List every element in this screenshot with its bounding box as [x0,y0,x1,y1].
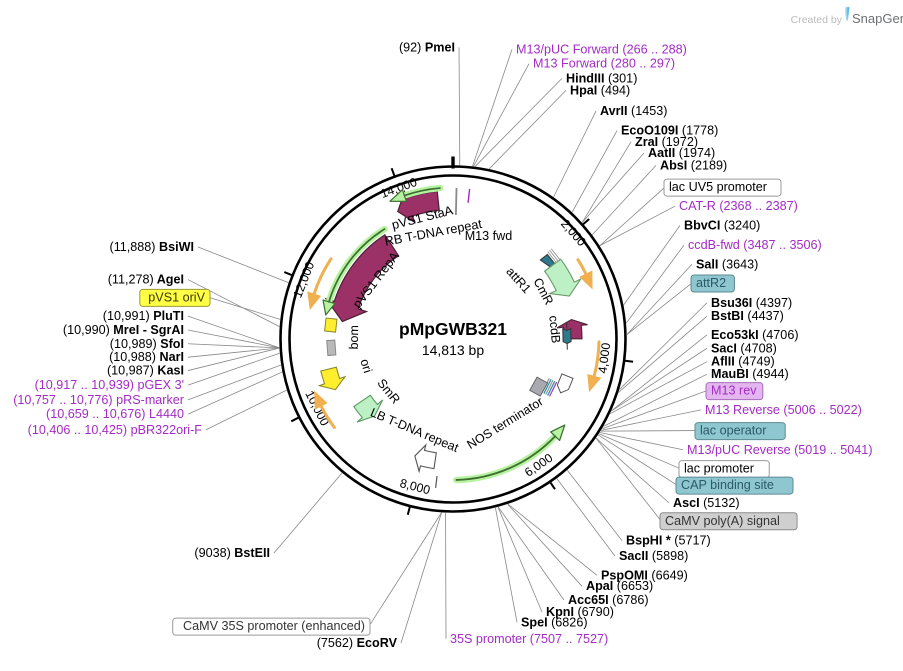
svg-text:35S promoter (7507 .. 7527): 35S promoter (7507 .. 7527) [450,632,608,646]
svg-text:(10,987) KasI: (10,987) KasI [107,364,184,378]
svg-text:CaMV poly(A) signal: CaMV poly(A) signal [665,514,780,528]
svg-text:ori: ori [357,357,374,374]
svg-text:M13 Forward (280 .. 297): M13 Forward (280 .. 297) [533,57,675,71]
svg-text:(11,278) AgeI: (11,278) AgeI [108,273,184,287]
svg-text:SpeI (6826): SpeI (6826) [521,615,588,629]
svg-text:CAP binding site: CAP binding site [681,478,774,492]
svg-text:CAT-R (2368 .. 2387): CAT-R (2368 .. 2387) [679,199,798,213]
svg-text:Bsu36I (4397): Bsu36I (4397) [711,296,792,310]
svg-text:bom: bom [347,325,361,350]
svg-text:(7562) EcoRV: (7562) EcoRV [317,636,398,650]
svg-text:LB T-DNA repeat: LB T-DNA repeat [368,405,461,455]
svg-text:2,000: 2,000 [558,217,589,249]
svg-text:(10,406 .. 10,425) pBR322ori-: (10,406 .. 10,425) pBR322ori-F [28,423,203,437]
svg-text:ApaI (6653): ApaI (6653) [586,579,653,593]
svg-text:(10,990) MreI - SgrAI: (10,990) MreI - SgrAI [63,323,184,337]
svg-text:CaMV 35S promoter (enhanced): CaMV 35S promoter (enhanced) [183,619,365,633]
svg-text:M13 rev: M13 rev [711,384,757,398]
svg-text:ccdB-fwd (3487 .. 3506): ccdB-fwd (3487 .. 3506) [688,238,822,252]
svg-text:AvrII (1453): AvrII (1453) [600,104,667,118]
svg-text:MauBI (4944): MauBI (4944) [711,367,789,381]
svg-text:AscI (5132): AscI (5132) [673,496,740,510]
svg-text:lac operator: lac operator [700,424,767,438]
svg-text:pMpGWB321: pMpGWB321 [399,319,507,339]
svg-text:SnapGene: SnapGene [852,11,903,26]
svg-text:NOS terminator: NOS terminator [464,394,545,452]
svg-text:(92) PmeI: (92) PmeI [399,40,455,54]
svg-text:(10,988) NarI: (10,988) NarI [109,350,184,364]
svg-text:SacI (4708): SacI (4708) [711,341,777,355]
svg-text:ccdB: ccdB [546,315,563,344]
svg-text:SalI (3643): SalI (3643) [696,257,758,271]
svg-text:M13/pUC Reverse (5019 .. 50: M13/pUC Reverse (5019 .. 5041) [687,443,873,457]
svg-text:M13 fwd: M13 fwd [465,229,513,243]
svg-text:lac UV5 promoter: lac UV5 promoter [669,180,767,194]
svg-text:14,813 bp: 14,813 bp [422,342,484,358]
svg-text:attR1: attR1 [503,264,533,296]
svg-text:BstBI (4437): BstBI (4437) [711,309,784,323]
svg-text:(10,991) PluTI: (10,991) PluTI [103,309,184,323]
svg-text:pVS1 oriV: pVS1 oriV [148,290,205,304]
svg-text:M13 Reverse (5006 .. 5022): M13 Reverse (5006 .. 5022) [705,403,862,417]
svg-text:(10,989) SfoI: (10,989) SfoI [110,337,184,351]
svg-text:HpaI (494): HpaI (494) [570,83,630,97]
svg-text:(10,659 .. 10,676) L4440: (10,659 .. 10,676) L4440 [46,407,184,421]
svg-text:AbsI (2189): AbsI (2189) [660,158,727,172]
svg-text:BbvCI (3240): BbvCI (3240) [684,218,760,232]
svg-text:M13/pUC Forward (266 .. 288): M13/pUC Forward (266 .. 288) [516,42,687,56]
svg-text:(9038) BstEII: (9038) BstEII [194,546,270,560]
svg-text:(10,757 .. 10,776) pRS-marker: (10,757 .. 10,776) pRS-marker [13,393,184,407]
svg-text:SacII (5898): SacII (5898) [619,549,688,563]
svg-text:(11,888) BsiWI: (11,888) BsiWI [110,240,194,254]
svg-text:BspHI * (5717): BspHI * (5717) [626,534,711,548]
svg-text:lac promoter: lac promoter [684,462,754,476]
svg-text:attR2: attR2 [696,276,726,290]
svg-text:(10,917 .. 10,939) pGEX 3': (10,917 .. 10,939) pGEX 3' [35,378,184,392]
svg-text:SmR: SmR [374,376,402,406]
svg-text:Created by: Created by [791,14,843,26]
svg-text:Eco53kI (4706): Eco53kI (4706) [711,328,799,342]
